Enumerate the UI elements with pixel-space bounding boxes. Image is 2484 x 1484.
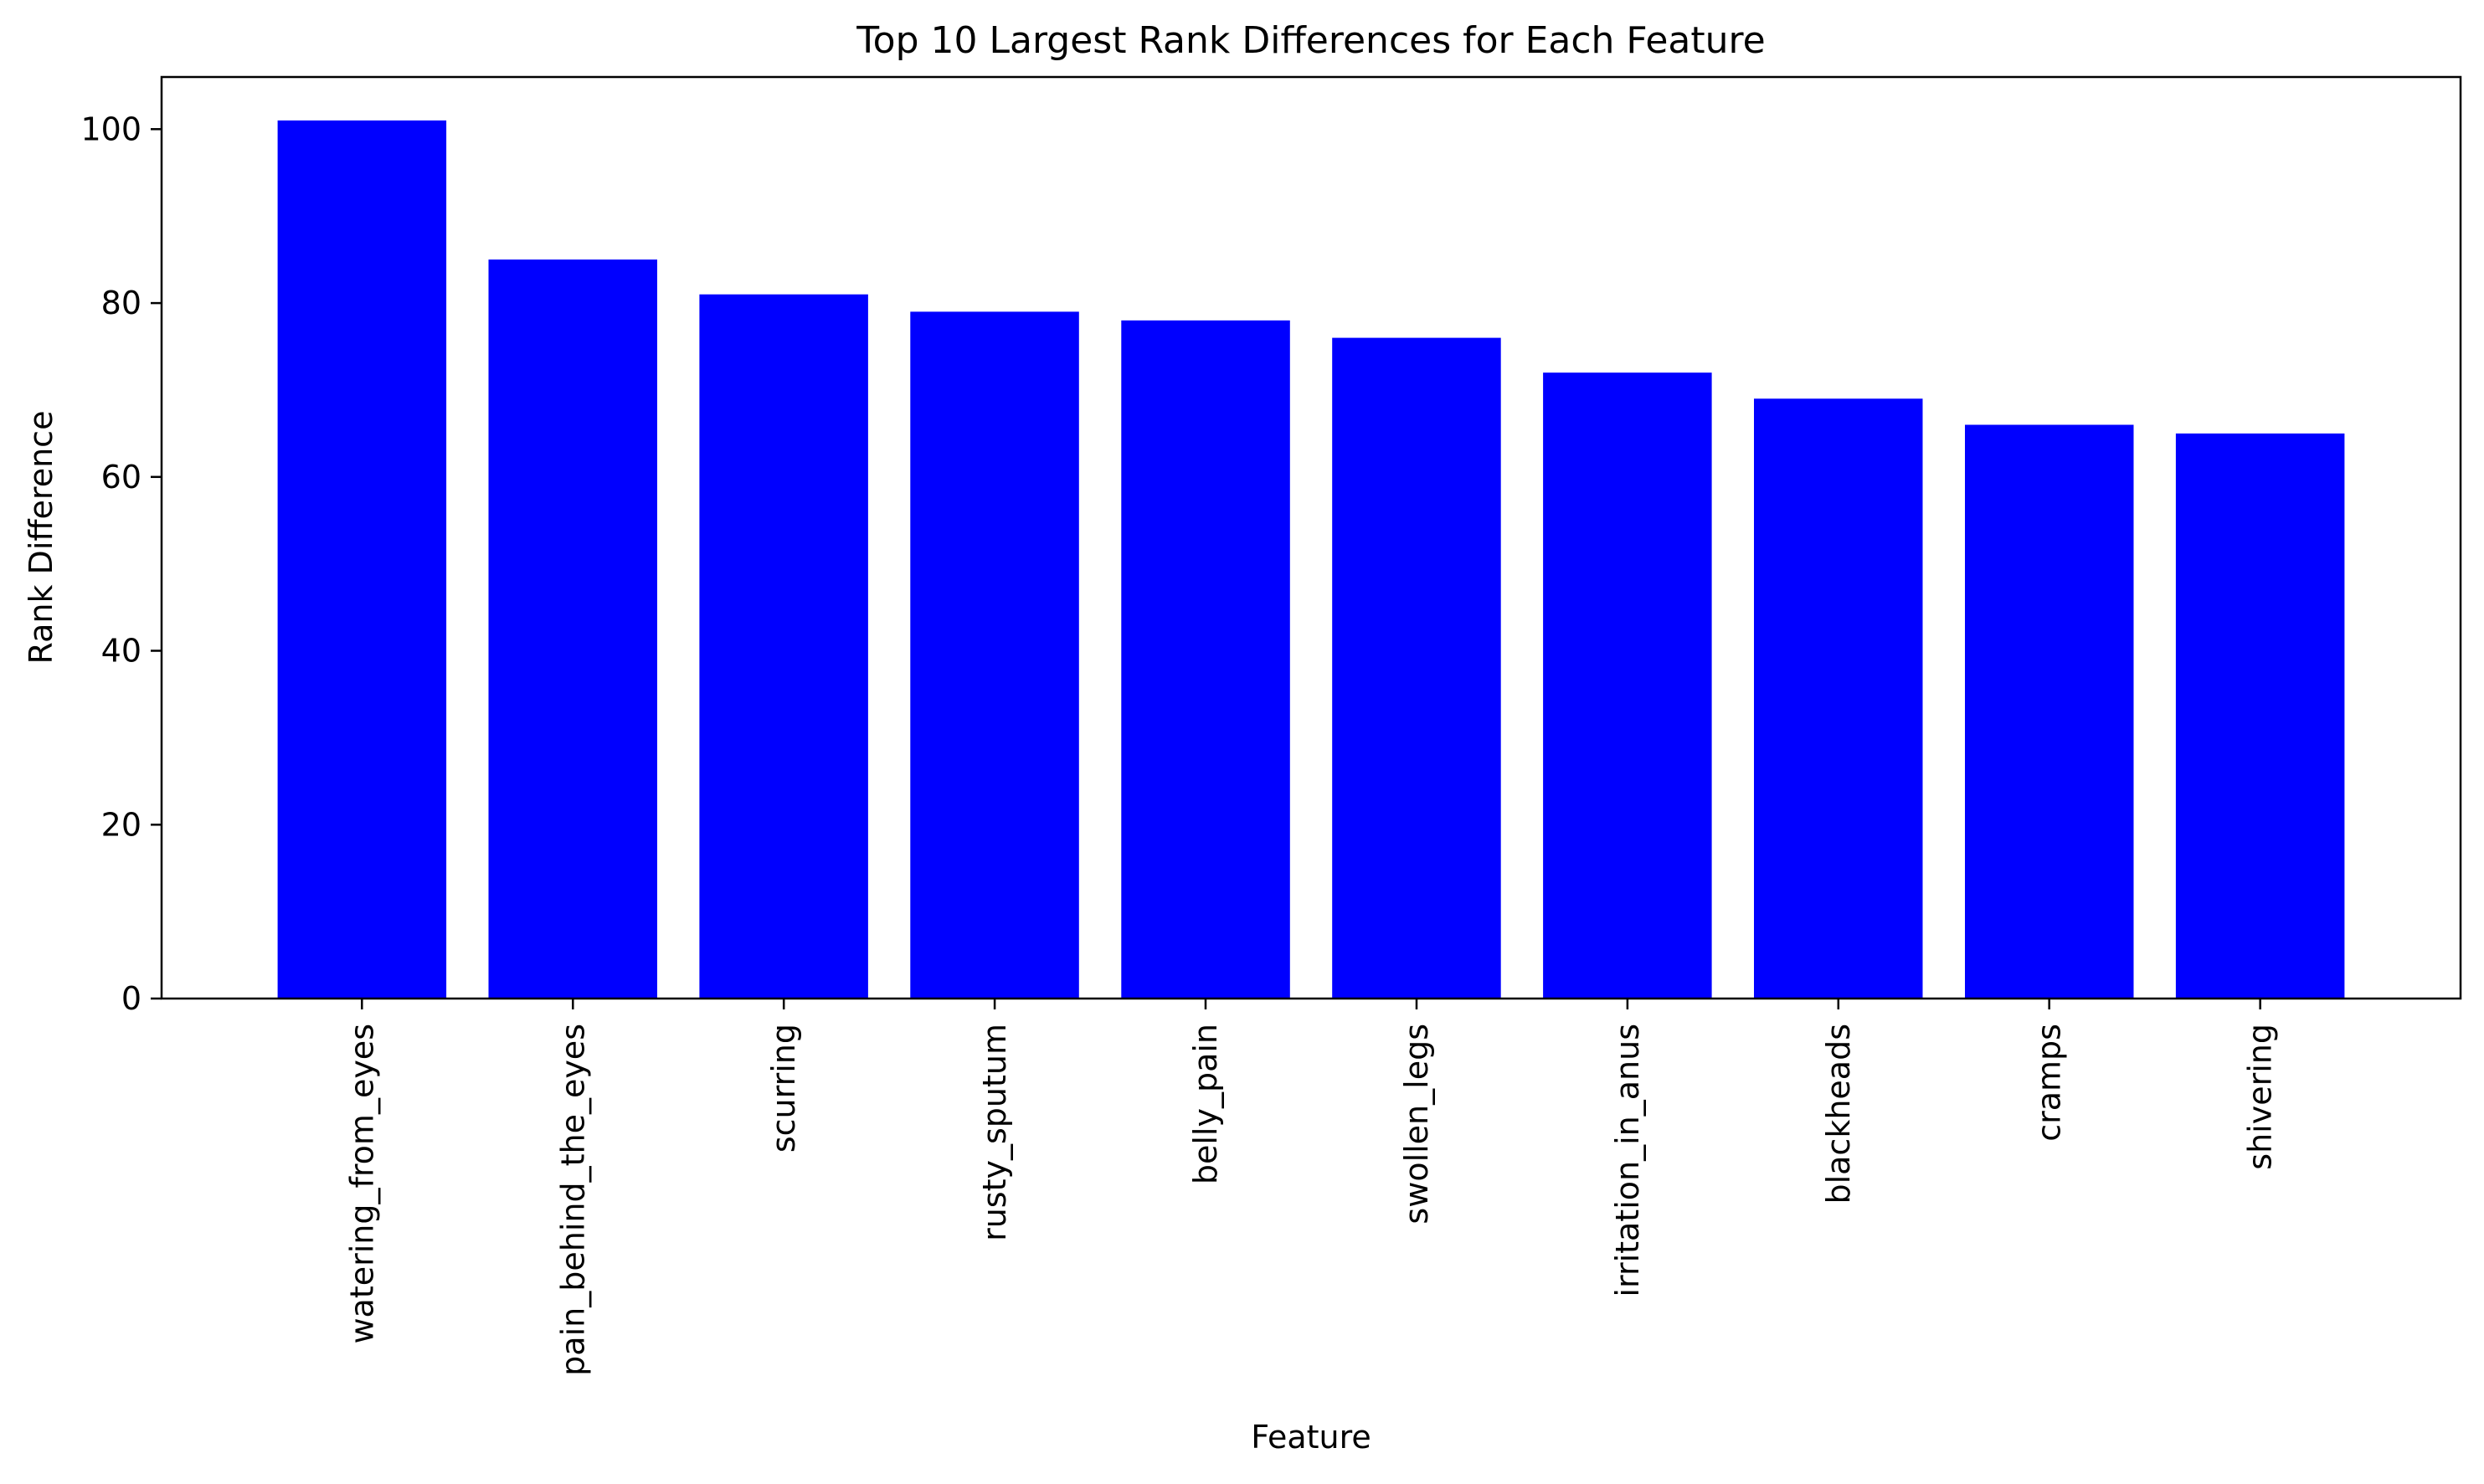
y-tick-label: 100 — [80, 110, 141, 147]
bar-irritation_in_anus — [1543, 372, 1712, 999]
bar-watering_from_eyes — [277, 120, 447, 999]
x-tick-label: blackheads — [1820, 1024, 1857, 1204]
x-tick-label: scurring — [765, 1024, 802, 1153]
x-tick-label: irritation_in_anus — [1609, 1024, 1646, 1297]
x-tick-label: swollen_legs — [1398, 1024, 1435, 1225]
x-tick-label: rusty_sputum — [976, 1024, 1013, 1241]
bar-shivering — [2175, 433, 2345, 999]
bar-swollen_legs — [1332, 337, 1501, 999]
y-tick-label: 0 — [121, 980, 141, 1017]
x-axis-label: Feature — [1251, 1419, 1371, 1456]
y-tick-label: 60 — [101, 459, 141, 496]
bar-rusty_sputum — [910, 311, 1079, 999]
x-tick-label: cramps — [2031, 1024, 2068, 1142]
bar-blackheads — [1754, 398, 1923, 999]
bar-pain_behind_the_eyes — [488, 259, 657, 999]
x-tick-label: watering_from_eyes — [343, 1024, 380, 1344]
x-tick-label: pain_behind_the_eyes — [554, 1024, 591, 1376]
chart-title: Top 10 Largest Rank Differences for Each… — [856, 19, 1765, 62]
plot-frame — [160, 75, 2462, 1000]
bar-cramps — [1965, 424, 2134, 999]
y-tick-label: 80 — [101, 285, 141, 321]
x-axis: watering_from_eyes pain_behind_the_eyes sc… — [343, 999, 2279, 1376]
x-tick-label: belly_pain — [1187, 1024, 1224, 1184]
bar-scurring — [699, 294, 868, 999]
y-tick-label: 40 — [101, 633, 141, 670]
y-tick-label: 20 — [101, 806, 141, 843]
y-axis-label: Rank Difference — [23, 411, 59, 665]
x-tick-label: shivering — [2242, 1024, 2279, 1170]
bars-layer — [277, 120, 2345, 999]
bar-belly_pain — [1121, 320, 1290, 999]
y-axis: 0 20 40 60 80 100 — [80, 110, 162, 1017]
